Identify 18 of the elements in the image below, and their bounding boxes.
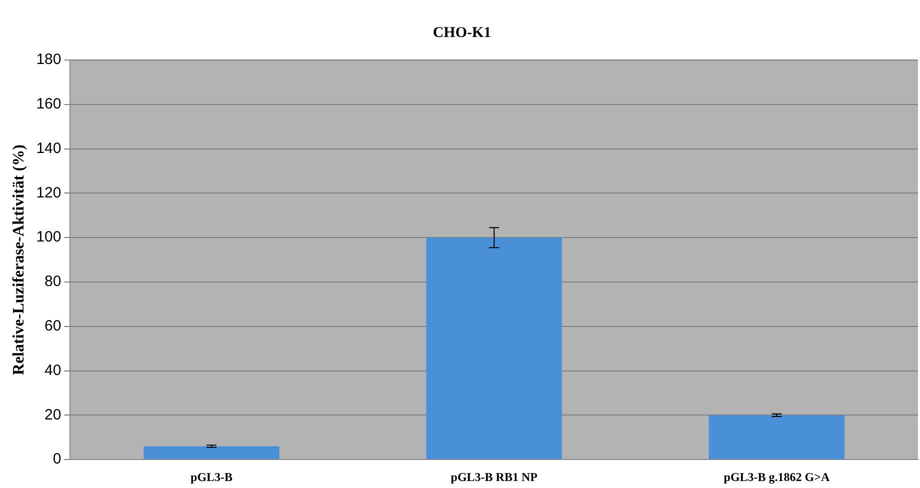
y-tick-label: 20	[44, 406, 62, 424]
y-axis-title: Relative-Luziferase-Aktivität (%)	[10, 144, 28, 376]
y-tick-label: 80	[44, 273, 62, 290]
bar	[426, 238, 562, 460]
y-tick-label: 40	[44, 362, 62, 379]
y-tick-label: 120	[36, 184, 62, 202]
y-tick-label: 100	[36, 228, 62, 246]
bar	[708, 415, 845, 460]
y-tick-label: 160	[36, 96, 62, 113]
chart-title: CHO-K1	[432, 24, 492, 41]
y-tick-label: 140	[36, 140, 62, 157]
x-tick-label: pGL3-B RB1 NP	[450, 470, 538, 484]
y-tick-label: 60	[44, 318, 62, 335]
x-tick-label: pGL3-B	[190, 470, 233, 484]
y-tick-label: 180	[36, 51, 62, 68]
y-tick-label: 0	[52, 450, 62, 468]
x-tick-label: pGL3-B g.1862 G>A	[724, 470, 830, 484]
bar	[144, 446, 280, 460]
